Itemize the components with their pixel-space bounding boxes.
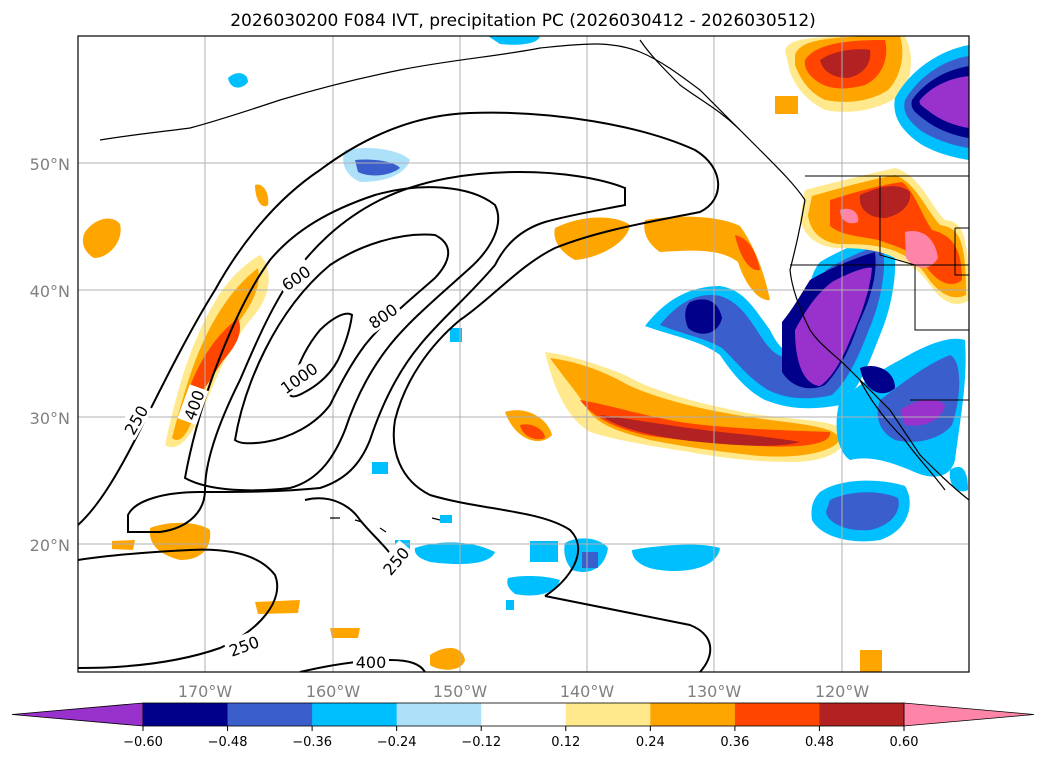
colorbar-cell [481,703,567,726]
colorbar-tick-label: 0.48 [805,735,834,750]
colorbar-tick-label: 0.60 [890,735,919,750]
ivt-contour-400b [544,595,712,672]
ivt-contours [78,111,720,672]
colorbar-frame [142,702,905,727]
lon-tick-130w: 130°W [687,682,742,701]
ivt-contour-250c [304,497,396,561]
colorbar-cell [312,703,398,726]
colorbar-tick-label: 0.36 [720,735,749,750]
lon-tick-labels: 170°W 160°W 150°W 140°W 130°W 120°W [178,682,870,701]
lon-tick-160w: 160°W [306,682,361,701]
colorbar-tick-label: 0.24 [636,735,665,750]
colorbar-tick-label: −0.60 [123,735,163,750]
coastline-baja [859,379,946,491]
map-gridlines [78,36,969,672]
colorbar-cell [565,703,651,726]
lon-tick-150w: 150°W [433,682,488,701]
lat-tick-50: 50°N [30,155,70,174]
chart-title: 2026030200 F084 IVT, precipitation PC (2… [230,11,816,31]
lat-tick-40: 40°N [30,282,70,301]
colorbar-cell [819,703,905,726]
lon-tick-120w: 120°W [815,682,870,701]
ivt-contour-400 [127,170,626,533]
lat-tick-labels: 50°N 40°N 30°N 20°N [30,155,70,555]
map-layers: 600 800 1000 250 400 250 [78,36,969,672]
colorbar-tick-label: 0.12 [551,735,580,750]
ivt-contour-250b [78,548,279,669]
lat-tick-30: 30°N [30,409,70,428]
colorbar-cell [143,703,229,726]
colorbar [11,702,1035,727]
ivt-contour-1000 [288,312,354,398]
ivt-contour-600 [183,186,500,492]
colorbar-cell [650,703,736,726]
coastlines [99,39,969,533]
colorbar-extend-min [11,702,144,727]
ivt-contour-250 [78,111,720,597]
lat-tick-20: 20°N [30,536,70,555]
coastline-north-america [789,199,969,501]
colorbar-cell [734,703,820,726]
colorbar-cell [227,703,313,726]
colorbar-tick-label: −0.24 [377,735,417,750]
colorbar-tick-label: −0.12 [461,735,501,750]
colorbar-tick-label: −0.48 [208,735,248,750]
country-borders [790,175,969,401]
contour-label-400-south: 400 [356,653,387,672]
coastline-hawaii [330,517,441,533]
colorbar-cell [396,703,482,726]
ivt-contour-800 [233,233,450,445]
colorbar-tick-label: −0.36 [292,735,332,750]
ivt-contour-400c [299,658,426,672]
lon-tick-140w: 140°W [560,682,615,701]
lon-tick-170w: 170°W [178,682,233,701]
colorbar-extend-max [903,702,1035,727]
colorbar-ticks: −0.60 −0.48 −0.36 −0.24 −0.12 0.12 0.24 0.36 0.4… [123,726,918,750]
map-frame [77,35,970,673]
